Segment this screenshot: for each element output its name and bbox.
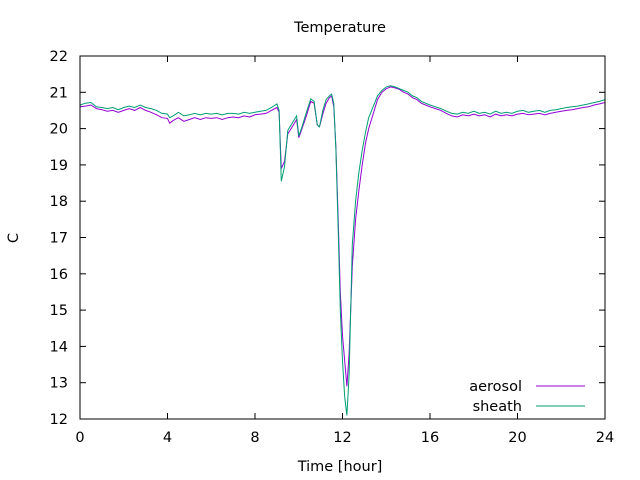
chart-title: Temperature <box>293 20 386 36</box>
x-tick-label: 24 <box>596 430 614 446</box>
series-line-aerosol <box>79 86 606 387</box>
y-tick-label: 20 <box>50 122 68 138</box>
x-tick-label: 0 <box>75 430 84 446</box>
y-tick-label: 15 <box>50 303 68 319</box>
x-tick-label: 4 <box>163 430 172 446</box>
y-tick-label: 16 <box>50 267 68 283</box>
x-tick-label: 16 <box>421 430 439 446</box>
y-tick-label: 21 <box>50 85 68 101</box>
x-axis-label: Time [hour] <box>297 459 383 475</box>
x-tick-label: 12 <box>333 430 351 446</box>
y-tick-label: 12 <box>50 412 68 428</box>
plot-frame <box>79 55 606 420</box>
x-tick-label: 20 <box>508 430 526 446</box>
y-tick-label: 19 <box>50 158 68 174</box>
y-tick-label: 13 <box>50 376 68 392</box>
legend-label-aerosol: aerosol <box>469 379 522 395</box>
y-tick-label: 22 <box>50 49 68 65</box>
series-layer <box>79 85 606 416</box>
legend: aerosol sheath <box>469 379 585 415</box>
y-axis: 12 13 14 15 16 17 18 19 20 21 22 <box>50 49 605 428</box>
x-tick-label: 8 <box>250 430 259 446</box>
y-tick-label: 17 <box>50 231 68 247</box>
y-tick-label: 18 <box>50 194 68 210</box>
y-tick-label: 14 <box>50 339 68 355</box>
legend-label-sheath: sheath <box>473 399 522 415</box>
series-line-sheath <box>79 85 606 416</box>
y-axis-label: C <box>6 233 22 243</box>
